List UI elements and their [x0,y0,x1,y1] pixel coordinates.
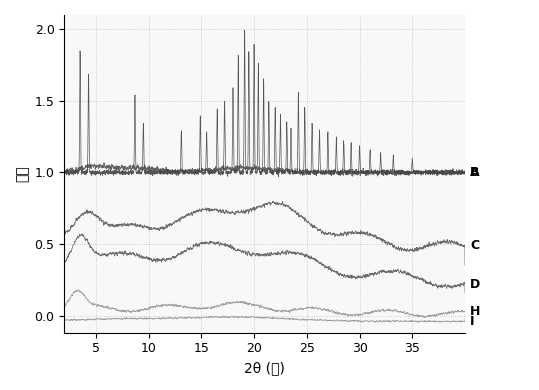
Text: A: A [471,166,480,179]
X-axis label: 2θ (度): 2θ (度) [244,361,285,375]
Text: I: I [471,315,475,328]
Y-axis label: 强度: 强度 [15,165,29,182]
Text: C: C [471,239,479,252]
Text: H: H [471,305,481,318]
Text: B: B [471,166,480,179]
Text: D: D [471,278,481,291]
